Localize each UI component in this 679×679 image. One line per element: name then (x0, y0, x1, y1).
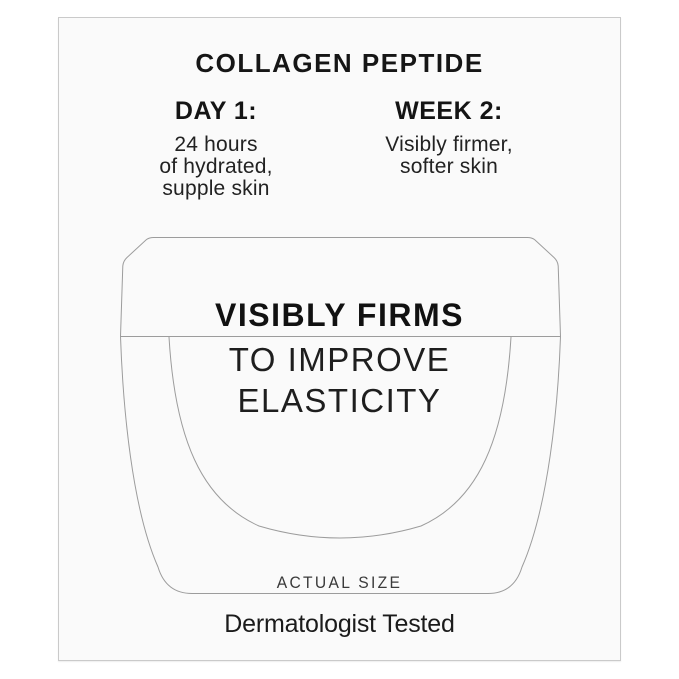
benefit-heading-day1: DAY 1: (174, 97, 258, 125)
jar-illustration (119, 237, 562, 594)
claim-subheadline: TO IMPROVE ELASTICITY (59, 339, 620, 421)
benefit-text-line: softer skin (400, 155, 498, 178)
benefit-text-line: Visibly firmer, (385, 133, 513, 156)
claim-subheadline-line2: ELASTICITY (237, 382, 442, 419)
product-title: COLLAGEN PEPTIDE (195, 48, 484, 78)
claim-subheadline-line1: TO IMPROVE (228, 341, 451, 378)
dermatologist-tested-label: Dermatologist Tested (224, 610, 455, 638)
actual-size-label: ACTUAL SIZE (276, 573, 403, 592)
benefit-column-week2: WEEK 2: Visibly firmer, softer skin (334, 97, 564, 178)
infographic-card: COLLAGEN PEPTIDE DAY 1: 24 hours of hydr… (58, 17, 621, 661)
jar-outer-outline (119, 237, 562, 594)
jar-inner-curve (168, 336, 512, 539)
benefit-text-line: supple skin (162, 177, 270, 200)
benefit-heading-week2: WEEK 2: (395, 97, 503, 125)
benefit-text-line: of hydrated, (159, 155, 273, 178)
claim-headline: VISIBLY FIRMS (215, 297, 464, 333)
benefit-column-day1: DAY 1: 24 hours of hydrated, supple skin (101, 97, 331, 200)
benefit-text-line: 24 hours (174, 133, 258, 156)
